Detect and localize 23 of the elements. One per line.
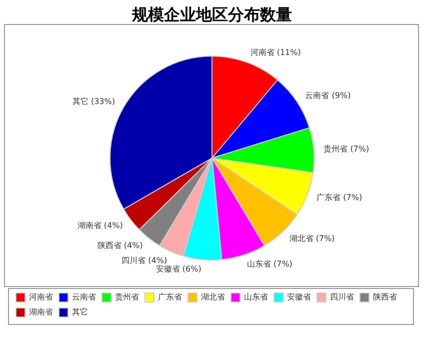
category-label: 四川省 (4%) (122, 256, 168, 265)
legend-label: 贵州省 (115, 292, 139, 302)
category-label: 陕西省 (4%) (97, 241, 143, 250)
category-label: 河南省 (11%) (250, 48, 301, 57)
category-label: 云南省 (9%) (305, 91, 351, 100)
category-label: 贵州省 (7%) (324, 144, 370, 154)
legend-label: 四川省 (330, 292, 354, 302)
category-label: 安徽省 (6%) (156, 264, 202, 274)
legend-label: 云南省 (72, 292, 96, 302)
legend-label: 陕西省 (373, 292, 397, 302)
legend-label: 湖南省 (29, 308, 53, 317)
legend-label: 湖北省 (201, 292, 225, 302)
category-label: 山东省 (7%) (246, 260, 292, 269)
legend-label: 其它 (72, 308, 88, 317)
chart-title: 规模企业地区分布数量 (131, 4, 292, 24)
category-label: 湖南省 (4%) (77, 221, 123, 230)
legend-label: 广东省 (158, 292, 182, 302)
legend-label: 山东省 (244, 292, 268, 302)
legend-label: 安徽省 (287, 292, 311, 302)
category-label: 湖北省 (7%) (289, 234, 335, 244)
legend-label: 河南省 (29, 292, 53, 302)
category-label: 其它 (33%) (72, 97, 116, 106)
category-label: 广东省 (7%) (316, 193, 362, 202)
